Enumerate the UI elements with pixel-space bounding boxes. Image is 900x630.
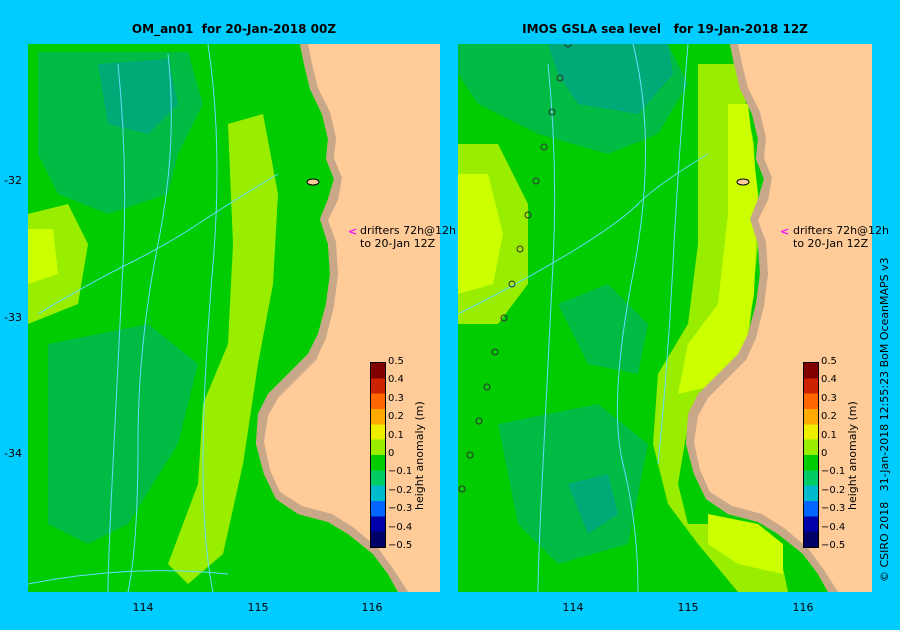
left-drifter-note: drifters 72h@12h to 20-Jan 12Z [360, 224, 456, 250]
left-lon-tick-3: 116 [352, 601, 392, 614]
right-lon-tick-1: 114 [553, 601, 593, 614]
lat-tick-2: -33 [4, 311, 22, 324]
left-colorbar-tick: −0.4 [388, 522, 412, 533]
left-colorbar-tick: 0.1 [388, 430, 404, 441]
right-panel-title: IMOS GSLA sea level for 19-Jan-2018 12Z [458, 22, 872, 36]
right-drifter-arrow: < [780, 225, 789, 238]
left-colorbar-tick: 0 [388, 448, 394, 459]
left-drifter-arrow: < [348, 225, 357, 238]
left-colorbar-tick: 0.5 [388, 356, 404, 367]
right-colorbar-tick: −0.5 [821, 540, 845, 551]
left-colorbar [370, 362, 386, 548]
right-colorbar-tick: 0.3 [821, 393, 837, 404]
right-island [737, 179, 749, 185]
left-drifter-line1: drifters 72h@12h [360, 224, 456, 237]
right-drifter-note: drifters 72h@12h to 20-Jan 12Z [793, 224, 889, 250]
right-colorbar-tick: 0 [821, 448, 827, 459]
left-colorbar-tick: 0.2 [388, 411, 404, 422]
right-colorbar-tick: 0.1 [821, 430, 837, 441]
left-colorbar-tick: −0.2 [388, 485, 412, 496]
right-colorbar-tick: −0.3 [821, 503, 845, 514]
left-colorbar-tick: 0.3 [388, 393, 404, 404]
left-colorbar-tick: −0.1 [388, 466, 412, 477]
right-colorbar-tick: −0.1 [821, 466, 845, 477]
left-lon-tick-2: 115 [238, 601, 278, 614]
credit-text: © CSIRO 2018 31-Jan-2018 12:55:23 BoM Oc… [878, 257, 891, 582]
right-lon-tick-2: 115 [668, 601, 708, 614]
right-colorbar-tick: 0.4 [821, 374, 837, 385]
left-colorbar-tick: −0.5 [388, 540, 412, 551]
right-drifter-line2: to 20-Jan 12Z [793, 237, 868, 250]
left-island [307, 179, 319, 185]
left-panel-title: OM_an01 for 20-Jan-2018 00Z [28, 22, 440, 36]
left-drifter-line2: to 20-Jan 12Z [360, 237, 435, 250]
right-colorbar-tick: 0.2 [821, 411, 837, 422]
right-colorbar-tick: −0.4 [821, 522, 845, 533]
right-colorbar-tick: −0.2 [821, 485, 845, 496]
left-lon-tick-1: 114 [123, 601, 163, 614]
right-lon-tick-3: 116 [783, 601, 823, 614]
right-colorbar-label: height anomaly (m) [846, 401, 859, 510]
lat-tick-1: -32 [4, 174, 22, 187]
right-colorbar [803, 362, 819, 548]
right-drifter-line1: drifters 72h@12h [793, 224, 889, 237]
lat-tick-3: -34 [4, 447, 22, 460]
left-colorbar-label: height anomaly (m) [413, 401, 426, 510]
left-colorbar-tick: 0.4 [388, 374, 404, 385]
left-colorbar-tick: −0.3 [388, 503, 412, 514]
right-colorbar-tick: 0.5 [821, 356, 837, 367]
